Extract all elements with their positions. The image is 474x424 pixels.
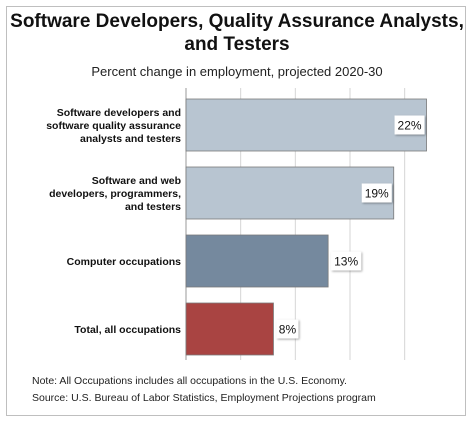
data-label-text-0: 22% bbox=[398, 119, 422, 133]
chart-title-text: Software Developers, Quality Assurance A… bbox=[10, 11, 464, 55]
category-label-line: software quality assurance bbox=[46, 120, 181, 132]
note-text: Note: All Occupations includes all occup… bbox=[32, 375, 347, 387]
bar-3 bbox=[185, 302, 274, 356]
data-label-3: 8% bbox=[276, 319, 299, 339]
data-label-2: 13% bbox=[331, 251, 362, 271]
data-label-box-0 bbox=[394, 115, 425, 135]
category-label-1: Software and web developers, programmers,… bbox=[49, 175, 181, 213]
bar-2 bbox=[185, 234, 329, 288]
bar-0 bbox=[185, 98, 427, 152]
data-label-text-3: 8% bbox=[279, 323, 297, 337]
category-label-line: Software and web bbox=[92, 175, 181, 187]
chart-subtitle: Percent change in employment, projected … bbox=[91, 64, 383, 79]
chart-title: Software Developers, Quality Assurance A… bbox=[0, 10, 474, 56]
data-label-0: 22% bbox=[394, 115, 425, 135]
category-label-0: Software developers and software quality … bbox=[46, 107, 181, 145]
data-label-1: 19% bbox=[361, 183, 392, 203]
source-text: Source: U.S. Bureau of Labor Statistics,… bbox=[32, 392, 376, 404]
category-label-line: and testers bbox=[125, 201, 181, 213]
category-label-3: Total, all occupations bbox=[74, 324, 181, 336]
category-label-2: Computer occupations bbox=[67, 256, 182, 268]
data-label-box-1 bbox=[361, 183, 392, 203]
data-label-box-2 bbox=[331, 251, 362, 271]
data-label-text-1: 19% bbox=[365, 187, 389, 201]
category-label-line: Software developers and bbox=[57, 107, 181, 119]
data-label-box-3 bbox=[276, 319, 299, 339]
chart-notes: Note: All Occupations includes all occup… bbox=[32, 373, 376, 407]
data-label-text-2: 13% bbox=[334, 255, 358, 269]
category-label-line: developers, programmers, bbox=[49, 188, 181, 200]
bar-1 bbox=[185, 166, 395, 220]
category-label-line: Computer occupations bbox=[67, 256, 182, 268]
category-label-line: analysts and testers bbox=[80, 133, 181, 145]
category-label-line: Total, all occupations bbox=[74, 324, 181, 336]
